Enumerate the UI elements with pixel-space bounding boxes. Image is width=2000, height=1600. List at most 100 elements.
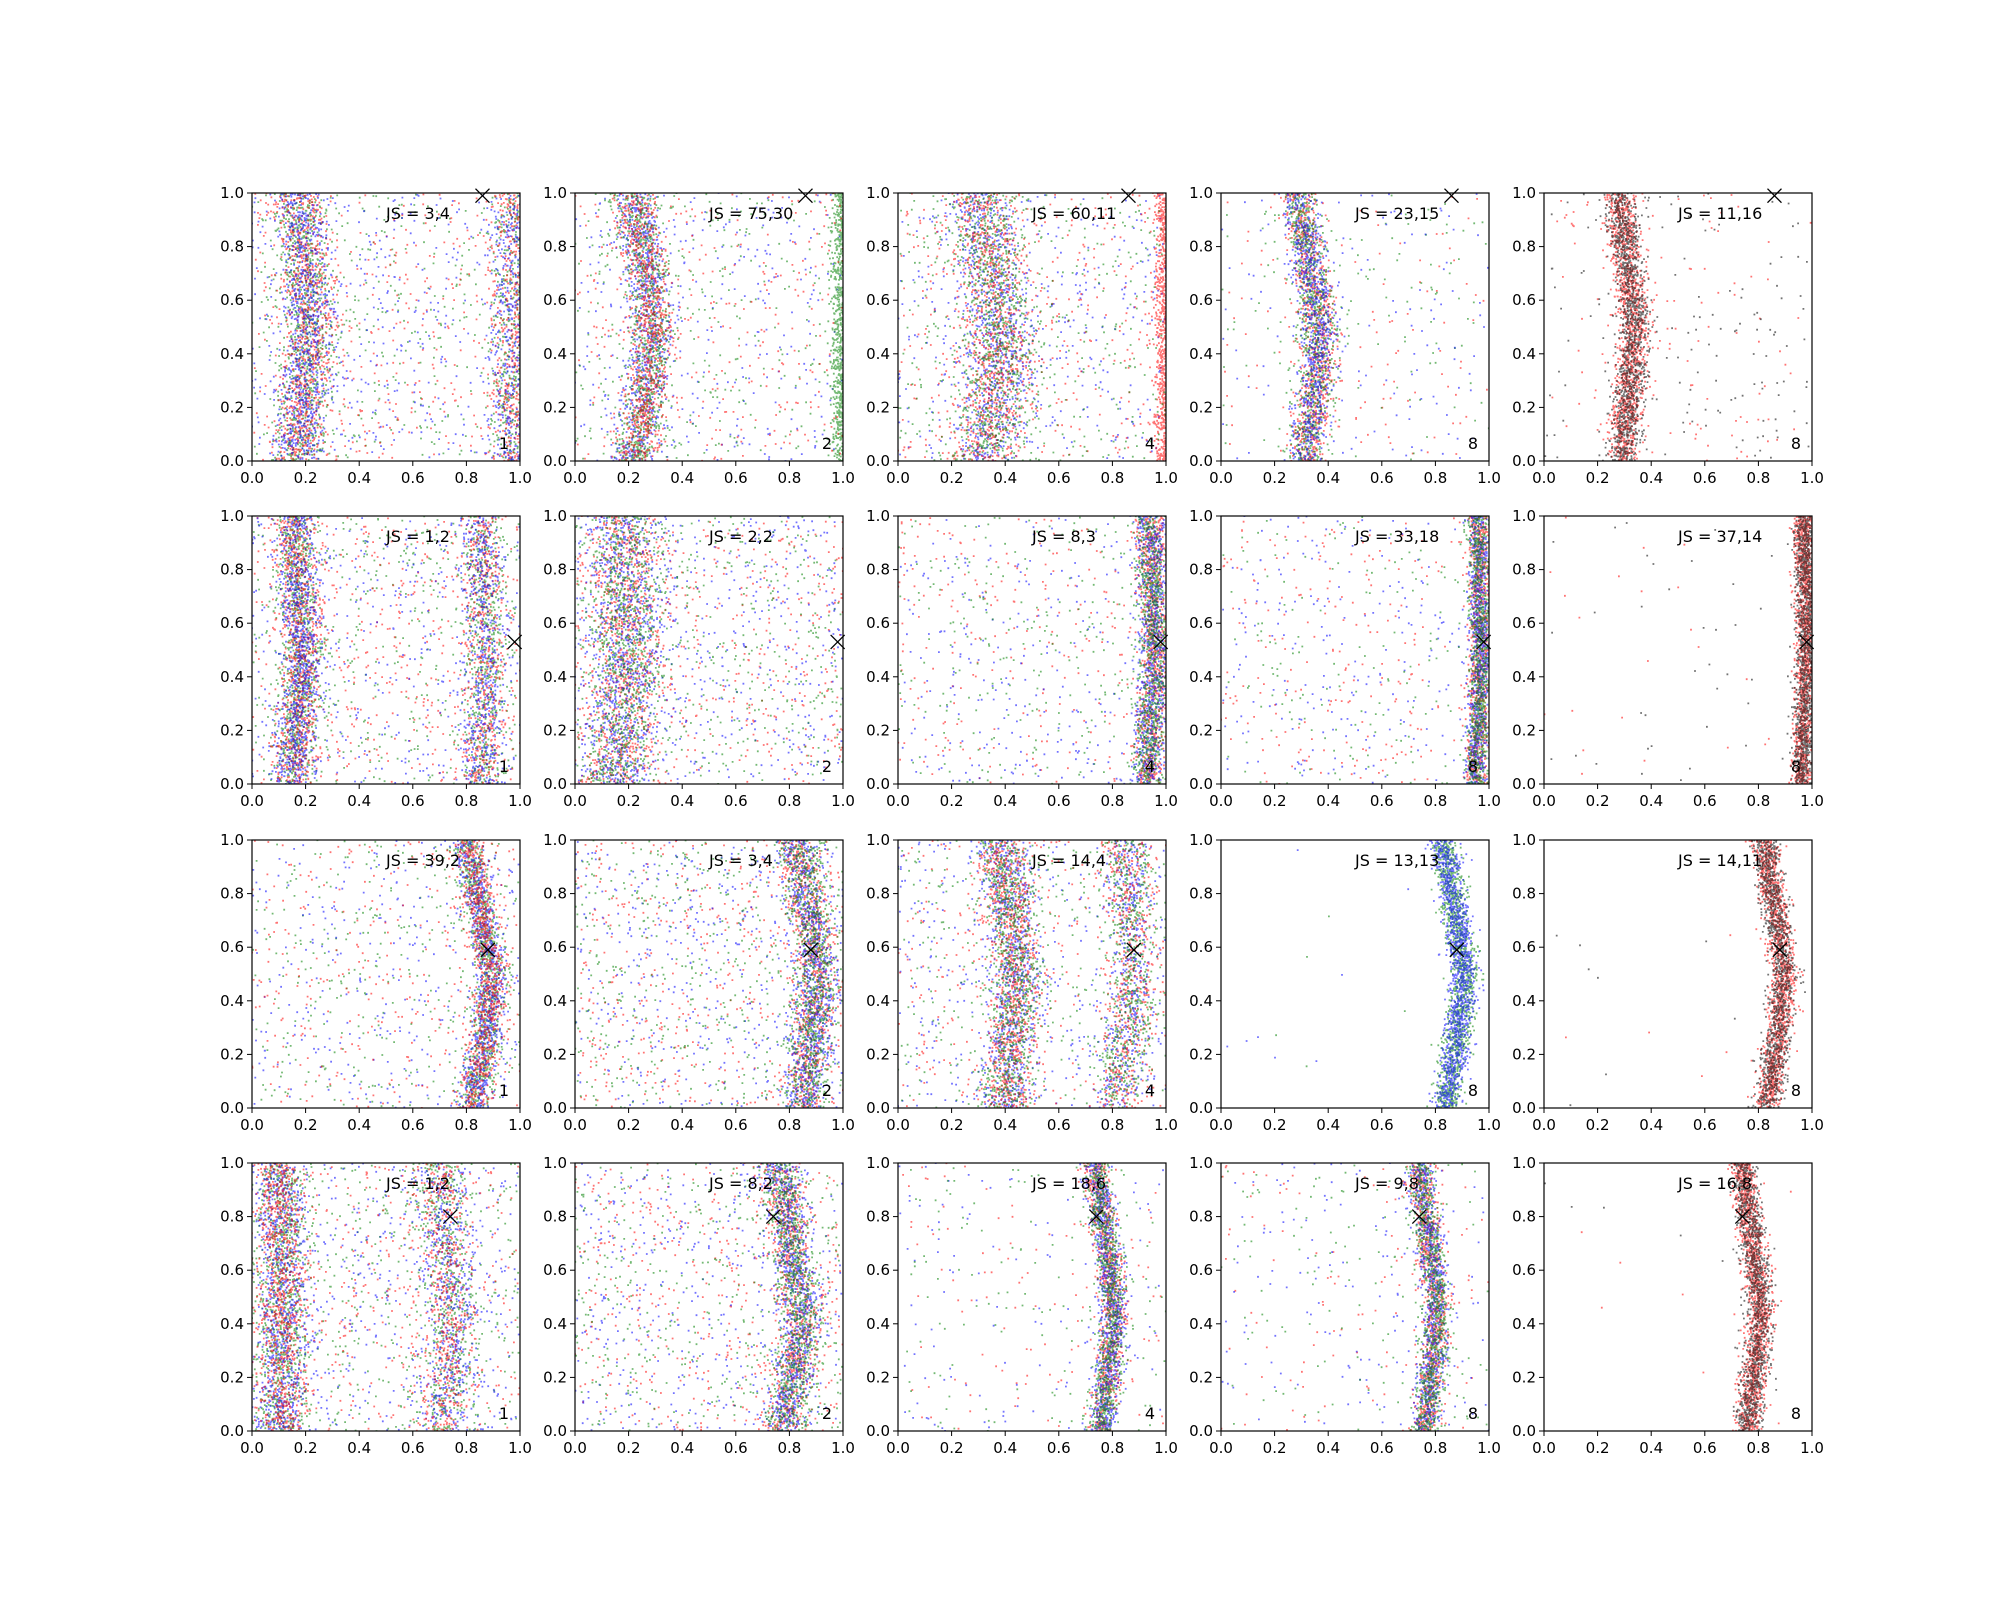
axes-frame [574, 192, 844, 462]
subplot-3-4: 0.00.0 0.2 0.2 0.4 0.4 0.6 0.6 0.8 0.8 1.0 1.0 JS =… [1512, 1154, 1824, 1457]
x-tick-label: 0.0 [1209, 1116, 1233, 1134]
js-annotation: JS = 33,18 [1354, 527, 1439, 546]
axes-frame [574, 1162, 844, 1432]
x-marker [1153, 634, 1169, 650]
y-tick-label: 1.0 [543, 184, 567, 202]
y-tick-label: 0.6 [1512, 614, 1536, 632]
y-tick-label: 0.4 [543, 668, 567, 686]
x-tick-label: 1.0 [508, 792, 532, 810]
x-tick-label: 0.4 [670, 1116, 694, 1134]
axes-frame [574, 515, 844, 785]
js-annotation: JS = 1,2 [385, 527, 450, 546]
y-tick-label: 0.2 [1189, 398, 1213, 416]
y-tick-label: 0.4 [220, 668, 244, 686]
series-blue [575, 1163, 843, 1431]
x-tick-label: 0.8 [1100, 792, 1124, 810]
js-annotation: JS = 18,6 [1031, 1174, 1106, 1193]
series-red [575, 193, 843, 461]
x-tick-label: 0.6 [401, 1116, 425, 1134]
y-tick-label: 1.0 [543, 831, 567, 849]
y-tick-label: 0.4 [866, 345, 890, 363]
y-tick-label: 0.6 [543, 291, 567, 309]
x-tick-label: 0.2 [940, 792, 964, 810]
x-tick-label: 0.6 [1047, 792, 1071, 810]
y-tick-label: 0.8 [1512, 561, 1536, 579]
x-tick-label: 0.2 [617, 1439, 641, 1457]
y-tick-label: 0.8 [1189, 1208, 1213, 1226]
x-marker [798, 188, 813, 204]
x-tick-label: 0.8 [1423, 792, 1447, 810]
x-marker [1444, 188, 1459, 204]
scatter-points [575, 840, 843, 1108]
x-tick-label: 0.8 [1423, 1116, 1447, 1134]
x-tick-label: 0.4 [993, 1439, 1017, 1457]
x-marker [475, 188, 490, 204]
y-tick-label: 0.0 [1189, 1099, 1213, 1117]
x-tick-label: 0.4 [670, 469, 694, 487]
y-tick-label: 0.2 [1189, 1368, 1213, 1386]
js-annotation: JS = 60,11 [1031, 204, 1116, 223]
panel-number: 4 [1145, 1404, 1155, 1423]
axes-frame [897, 192, 1167, 462]
series-red [902, 1163, 1164, 1431]
series-green [898, 840, 1166, 1108]
scatter-points [252, 516, 520, 784]
panel-number: 1 [499, 1404, 509, 1423]
x-marker [480, 942, 496, 958]
x-tick-label: 0.4 [1316, 1439, 1340, 1457]
axes-frame [251, 1162, 521, 1432]
x-tick-label: 0.4 [1639, 1116, 1663, 1134]
subplot-2-4: 0.00.0 0.2 0.2 0.4 0.4 0.6 0.6 0.8 0.8 1.0 1.0 JS =… [1512, 831, 1824, 1134]
y-tick-label: 0.6 [1512, 938, 1536, 956]
x-tick-label: 0.6 [1370, 792, 1394, 810]
series-black [1550, 516, 1812, 784]
subplot-0-4: 0.00.0 0.2 0.2 0.4 0.4 0.6 0.6 0.8 0.8 1.0 1.0 JS =… [1512, 184, 1824, 487]
x-marker [1734, 1209, 1750, 1225]
x-tick-label: 0.6 [724, 792, 748, 810]
x-tick-label: 0.8 [454, 1116, 478, 1134]
y-tick-label: 0.2 [866, 1045, 890, 1063]
y-tick-label: 0.2 [866, 398, 890, 416]
x-tick-label: 0.4 [1639, 469, 1663, 487]
axes-frame [251, 515, 521, 785]
js-annotation: JS = 3,4 [708, 851, 773, 870]
series-red [1551, 193, 1812, 461]
x-tick-label: 0.4 [347, 1439, 371, 1457]
y-tick-label: 0.6 [866, 614, 890, 632]
x-marker [1411, 1209, 1427, 1225]
x-tick-label: 0.8 [777, 1116, 801, 1134]
x-tick-label: 0.6 [1370, 1439, 1394, 1457]
y-tick-label: 0.4 [220, 1315, 244, 1333]
scatter-points [898, 516, 1166, 784]
y-tick-label: 1.0 [866, 184, 890, 202]
y-tick-label: 0.0 [1189, 1422, 1213, 1440]
js-annotation: JS = 3,4 [385, 204, 450, 223]
y-tick-label: 0.4 [866, 992, 890, 1010]
x-marker [803, 942, 819, 958]
x-tick-label: 0.6 [1047, 1439, 1071, 1457]
x-marker [830, 634, 846, 650]
y-tick-label: 0.0 [220, 452, 244, 470]
js-annotation: JS = 8,2 [708, 1174, 773, 1193]
y-tick-label: 0.6 [1512, 291, 1536, 309]
y-tick-label: 0.0 [1189, 452, 1213, 470]
scatter-points [1226, 840, 1485, 1108]
y-tick-label: 0.2 [1512, 398, 1536, 416]
x-tick-label: 0.4 [1316, 792, 1340, 810]
x-marker [507, 634, 523, 650]
panel-number: 4 [1145, 434, 1155, 453]
js-annotation: JS = 23,15 [1354, 204, 1439, 223]
x-tick-label: 0.4 [1639, 1439, 1663, 1457]
series-green [898, 193, 1166, 461]
panel-number: 8 [1468, 757, 1478, 776]
x-tick-label: 0.0 [1532, 792, 1556, 810]
subplot-2-1: 0.00.0 0.2 0.2 0.4 0.4 0.6 0.6 0.8 0.8 1.0 1.0 JS =… [543, 831, 855, 1134]
x-tick-label: 0.8 [777, 469, 801, 487]
series-red [253, 193, 520, 461]
x-marker [1121, 188, 1136, 204]
y-tick-label: 1.0 [1512, 184, 1536, 202]
y-tick-label: 0.2 [1512, 1368, 1536, 1386]
x-tick-label: 0.6 [1047, 1116, 1071, 1134]
js-annotation: JS = 14,4 [1031, 851, 1106, 870]
x-tick-label: 0.6 [1693, 469, 1717, 487]
